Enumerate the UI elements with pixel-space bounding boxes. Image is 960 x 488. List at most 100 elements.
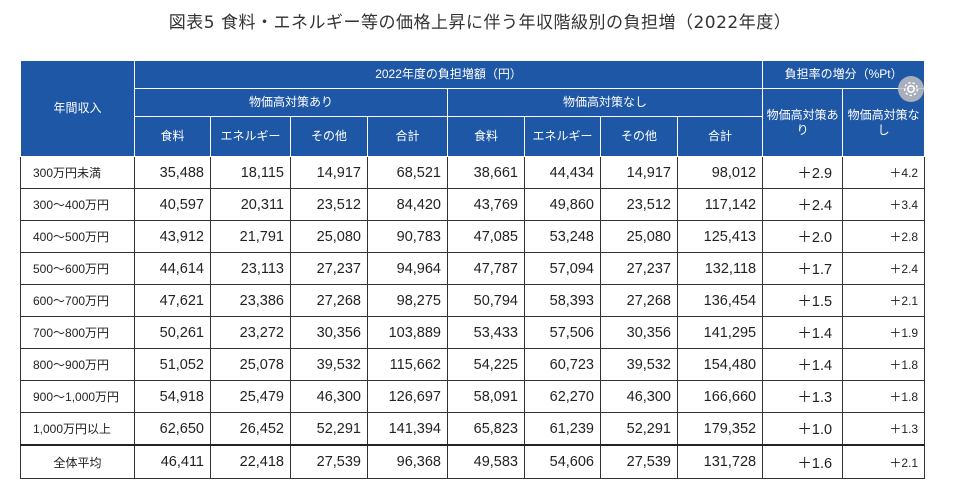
table-cell: 27,237	[290, 252, 368, 285]
table-cell: 35,488	[134, 156, 211, 189]
table-cell: 179,352	[676, 412, 764, 446]
rate-with-cell: ＋1.7	[762, 252, 844, 285]
table-cell: 40,597	[134, 188, 211, 221]
table-cell: 51,052	[134, 348, 211, 381]
table-cell: 39,532	[290, 348, 368, 381]
table-cell: 57,506	[524, 316, 601, 349]
col-header: 合計	[367, 116, 448, 157]
table-cell: 26,452	[210, 412, 291, 446]
rate-without-cell: ＋2.1	[842, 284, 926, 317]
row-label: 600〜700万円	[20, 284, 135, 317]
table-cell: 39,532	[600, 348, 678, 381]
table-cell: 57,094	[524, 252, 601, 285]
table-cell: 84,420	[367, 188, 448, 221]
rate-group-header: 負担率の増分（%Pt）	[762, 60, 926, 89]
table-cell: 30,356	[600, 316, 678, 349]
row-label: 700〜800万円	[20, 316, 135, 349]
table-cell: 27,237	[600, 252, 678, 285]
table-cell: 141,295	[676, 316, 764, 349]
table-cell: 61,239	[524, 412, 601, 446]
col-header: 食料	[447, 116, 525, 157]
table-cell: 166,660	[676, 380, 764, 413]
table-cell: 27,268	[600, 284, 678, 317]
without-measures-header: 物価高対策なし	[446, 88, 764, 117]
table-cell: 23,512	[290, 188, 368, 221]
table-cell: 27,268	[290, 284, 368, 317]
rate-without-cell: ＋1.8	[842, 348, 926, 381]
table-cell: 58,393	[524, 284, 601, 317]
table-cell: 46,411	[134, 444, 211, 479]
rate-with-cell: ＋1.4	[762, 348, 844, 381]
table-cell: 132,118	[676, 252, 764, 285]
table-cell: 27,539	[290, 444, 368, 479]
row-label: 300〜400万円	[20, 188, 135, 221]
table-row: 400〜500万円 43,912 21,791 25,080 90,783 47,085 5…	[20, 220, 926, 253]
table-cell: 25,479	[210, 380, 291, 413]
table-row: 300万円未満 35,488 18,115 14,917 68,521 38,661 44,…	[20, 156, 926, 189]
table-cell: 50,794	[447, 284, 525, 317]
table-cell: 14,917	[600, 156, 678, 189]
table-cell: 58,091	[447, 380, 525, 413]
table-cell: 30,356	[290, 316, 368, 349]
table-cell: 52,291	[290, 412, 368, 446]
table-cell: 49,860	[524, 188, 601, 221]
table-cell: 18,115	[210, 156, 291, 189]
rate-without-cell: ＋2.4	[842, 252, 926, 285]
rate-with-cell: ＋1.3	[762, 380, 844, 413]
table-cell: 23,272	[210, 316, 291, 349]
rate-with-cell: ＋2.0	[762, 220, 844, 253]
table-row: 900〜1,000万円 54,918 25,479 46,300 126,697 58,0…	[20, 380, 926, 413]
table-cell: 25,080	[290, 220, 368, 253]
with-measures-header: 物価高対策あり	[134, 88, 448, 117]
table-cell: 25,078	[210, 348, 291, 381]
col-header: エネルギー	[524, 116, 601, 157]
row-label: 400〜500万円	[20, 220, 135, 253]
table-cell: 23,113	[210, 252, 291, 285]
table-cell: 47,085	[447, 220, 525, 253]
rate-without-cell: ＋1.9	[842, 316, 926, 349]
table-cell: 54,225	[447, 348, 525, 381]
table-cell: 27,539	[600, 444, 678, 479]
table-cell: 53,433	[447, 316, 525, 349]
col-header: 食料	[134, 116, 211, 157]
income-header: 年間収入	[20, 60, 135, 157]
table-cell: 103,889	[367, 316, 448, 349]
increase-group-header: 2022年度の負担増額（円）	[133, 60, 764, 89]
table-cell: 65,823	[447, 412, 525, 446]
table-cell: 98,275	[367, 284, 448, 317]
col-header: その他	[290, 116, 368, 157]
page-title: 図表5 食料・エネルギー等の価格上昇に伴う年収階級別の負担増（2022年度）	[168, 13, 792, 33]
share-icon[interactable]	[898, 76, 924, 102]
table-cell: 125,413	[676, 220, 764, 253]
rate-without-cell: ＋2.8	[842, 220, 926, 253]
row-label: 1,000万円以上	[20, 412, 135, 446]
row-label: 800〜900万円	[20, 348, 135, 381]
rate-without-cell: ＋3.4	[842, 188, 926, 221]
table-cell: 23,512	[600, 188, 678, 221]
row-label: 900〜1,000万円	[20, 380, 135, 413]
table-cell: 94,964	[367, 252, 448, 285]
table-cell: 23,386	[210, 284, 291, 317]
table-cell: 38,661	[447, 156, 525, 189]
col-header: 合計	[676, 116, 764, 157]
table-cell: 141,394	[367, 412, 448, 446]
table-cell: 43,912	[134, 220, 211, 253]
table-row: 1,000万円以上 62,650 26,452 52,291 141,394 65,823…	[20, 412, 926, 446]
table-cell: 43,769	[447, 188, 525, 221]
table-cell: 46,300	[600, 380, 678, 413]
table-cell: 25,080	[600, 220, 678, 253]
table-cell: 117,142	[676, 188, 764, 221]
rate-with-cell: ＋1.6	[762, 444, 844, 479]
table-cell: 53,248	[524, 220, 601, 253]
table-cell: 21,791	[210, 220, 291, 253]
table-row: 500〜600万円 44,614 23,113 27,237 94,964 47,787 5…	[20, 252, 926, 285]
table-cell: 46,300	[290, 380, 368, 413]
table-cell: 62,270	[524, 380, 601, 413]
table-row: 300〜400万円 40,597 20,311 23,512 84,420 43,769 4…	[20, 188, 926, 221]
table-cell: 126,697	[367, 380, 448, 413]
table-cell: 62,650	[134, 412, 211, 446]
row-label: 300万円未満	[20, 156, 135, 189]
table-cell: 136,454	[676, 284, 764, 317]
table-row: 800〜900万円 51,052 25,078 39,532 115,662 54,225…	[20, 348, 926, 381]
rate-without-cell: ＋4.2	[842, 156, 926, 189]
